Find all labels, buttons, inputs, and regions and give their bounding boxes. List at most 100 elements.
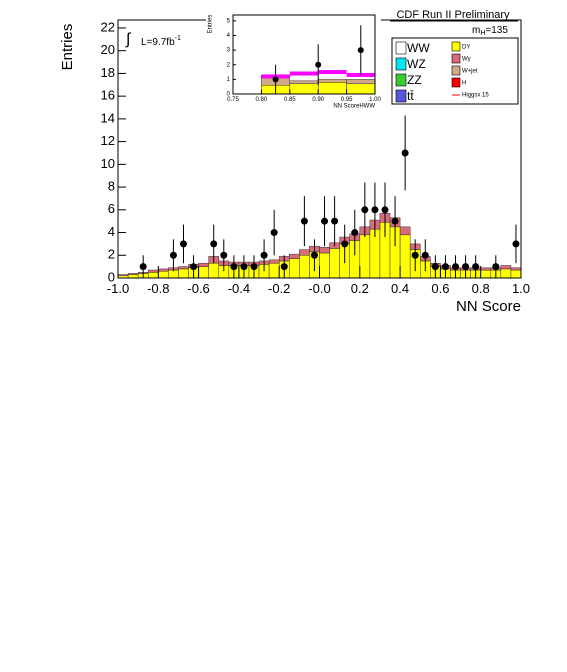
histogram-bar <box>399 226 411 236</box>
data-point <box>371 206 379 214</box>
x-tick-label: 0.2 <box>351 281 369 296</box>
legend-label: DY <box>462 45 470 51</box>
x-axis-label: NN Score <box>456 298 521 315</box>
mass-value: =135 <box>485 25 508 36</box>
legend-label: WZ <box>407 57 426 71</box>
mass-subscript: H <box>480 30 485 37</box>
histogram-bar <box>480 267 492 271</box>
data-point <box>250 263 258 271</box>
histogram-bar <box>289 80 319 85</box>
data-point <box>240 263 248 271</box>
histogram-bar <box>178 266 189 270</box>
data-point <box>462 263 470 271</box>
legend-swatch <box>395 41 407 55</box>
data-point <box>472 263 480 271</box>
y-tick-label: 6 <box>108 201 115 216</box>
x-tick-label: 0.4 <box>391 281 409 296</box>
data-point <box>441 263 449 271</box>
data-point <box>391 217 399 225</box>
histogram-bar <box>158 268 169 272</box>
title-box <box>390 8 518 22</box>
integral-sign: ∫ <box>125 31 132 48</box>
data-point <box>492 263 500 271</box>
data-point <box>190 263 198 271</box>
x-tick-label: 0.80 <box>256 97 268 103</box>
y-tick-label: 20 <box>101 42 115 57</box>
data-point <box>381 206 389 214</box>
legend-label: W+jet <box>462 69 478 75</box>
legend-swatch <box>395 73 407 87</box>
data-point <box>272 76 279 83</box>
legend-swatch <box>395 89 407 103</box>
y-tick-label: 8 <box>108 179 115 194</box>
x-tick-label: 0.95 <box>341 97 353 103</box>
y-tick-label: 16 <box>101 88 115 103</box>
histogram-bar <box>500 268 512 279</box>
y-tick-label: 10 <box>101 156 115 171</box>
higgs-band <box>289 71 319 76</box>
x-tick-label: -0.6 <box>187 281 209 296</box>
y-tick-label: 3 <box>227 48 231 54</box>
mass-symbol: m <box>472 25 480 36</box>
x-tick-label: -0.2 <box>268 281 290 296</box>
histogram-bar <box>299 249 310 256</box>
histogram-bar <box>317 79 347 83</box>
y-tick-label: 4 <box>227 33 231 39</box>
histogram-bar <box>329 248 340 279</box>
x-tick-label: -0.0 <box>308 281 330 296</box>
x-tick-label: 0.85 <box>284 97 296 103</box>
y-axis-label: Entries <box>59 24 76 71</box>
legend-swatch <box>395 57 407 71</box>
legend-swatch <box>451 53 461 64</box>
histogram-bar <box>208 262 220 279</box>
histogram-bar <box>317 82 347 95</box>
y-tick-label: 1 <box>227 77 231 83</box>
x-tick-label: -0.8 <box>147 281 169 296</box>
y-tick-label: 18 <box>101 65 115 80</box>
data-point <box>431 263 439 271</box>
data-point <box>280 263 288 271</box>
legend: WW WZ ZZ tt̄ DY Wγ W+jet H Higgsx 15 <box>391 37 519 105</box>
x-tick-label: 0.8 <box>472 281 490 296</box>
histogram-bar <box>168 269 179 279</box>
luminosity: L=9.7fb-1 <box>141 35 181 48</box>
y-tick-label: 14 <box>101 110 115 125</box>
higgs-band <box>318 70 347 75</box>
data-point <box>315 61 322 68</box>
legend-swatch <box>451 65 461 76</box>
histogram-bar <box>480 269 492 279</box>
histogram-bar <box>289 253 300 259</box>
y-tick-label: 4 <box>108 224 115 239</box>
plot-frame <box>232 14 376 95</box>
legend-label: tt̄ <box>407 89 414 103</box>
histogram-bar <box>510 267 522 271</box>
histogram-bar <box>500 265 512 270</box>
x-tick-label: -0.4 <box>228 281 250 296</box>
histogram-bar <box>346 79 376 85</box>
legend-label: Higgsx 15 <box>462 93 489 99</box>
legend-label: Wγ <box>462 57 471 63</box>
data-point <box>512 240 520 248</box>
histogram-bar <box>510 269 522 279</box>
legend-label: H <box>462 81 466 87</box>
data-point <box>401 149 409 157</box>
y-tick-label: 2 <box>108 247 115 262</box>
data-point <box>421 251 429 259</box>
data-point <box>210 240 218 248</box>
y-tick-label: 5 <box>227 18 231 24</box>
histogram-bar <box>346 83 376 95</box>
histogram-bar <box>289 258 300 279</box>
luminosity-exponent: -1 <box>175 35 181 42</box>
legend-swatch <box>451 41 461 52</box>
x-tick-label: -1.0 <box>107 281 129 296</box>
histogram-bar <box>158 270 169 279</box>
data-point <box>220 251 228 259</box>
legend-label: ZZ <box>407 73 422 87</box>
data-point <box>351 229 359 237</box>
histogram-bar <box>178 268 189 279</box>
y-tick-label: 12 <box>101 133 115 148</box>
